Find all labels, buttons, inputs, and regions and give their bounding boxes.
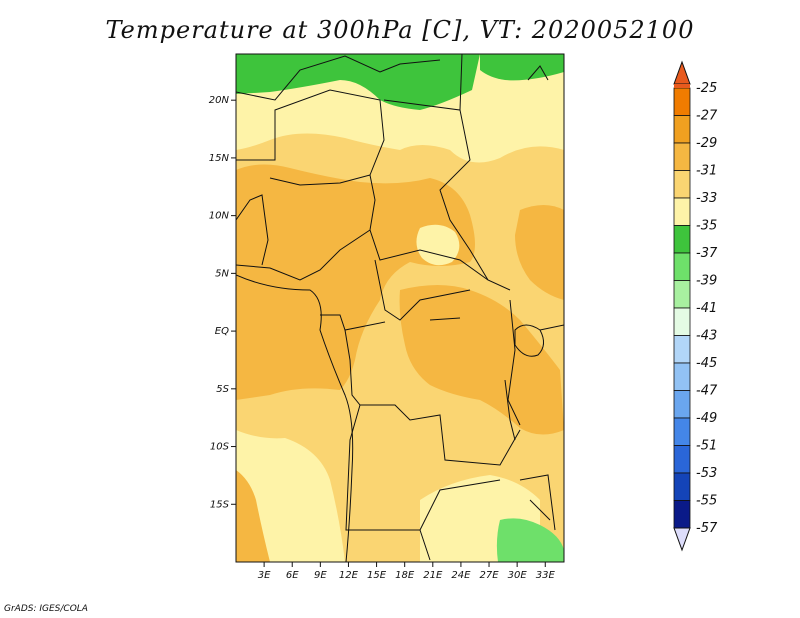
colorbar-swatch [673,500,691,529]
colorbar-swatch [673,87,691,116]
lon-tick-label: 15E [367,570,387,581]
lake-outline [504,379,516,441]
lon-tick-label: 27E [480,570,500,581]
lake-outline [514,324,544,357]
border-line [344,329,521,466]
colorbar-swatch [673,225,691,254]
border-line [507,299,521,426]
colorbar-label: -49 [696,411,717,426]
colorbar-label: -47 [696,384,718,399]
border-line [320,314,386,331]
colorbar-label: -39 [696,274,717,289]
lat-tick-label: 20N [209,95,230,106]
colorbar-swatch [673,280,691,309]
colorbar-label: -41 [696,301,717,316]
border-line [236,194,269,266]
colorbar-label: -55 [696,494,717,509]
colorbar-swatch [673,307,691,336]
colorbar-swatch [673,197,691,226]
country-borders [236,54,564,562]
lon-tick-label: 21E [423,570,443,581]
border-line [236,55,441,101]
colorbar-label: -27 [696,109,718,124]
colorbar-label: -29 [696,136,717,151]
colorbar-connector [674,84,690,88]
lake-outline [527,65,549,81]
lon-tick-label: 18E [395,570,415,581]
field-sw-orange [236,470,270,562]
border-line [519,474,556,531]
longitude-axis: 3E 6E 9E 12E 15E 18E 21E 24E 27E 30E 33E [258,562,556,581]
colorbar: -25 -27 -29 -31 -33 -35 -37 -39 -41 -43 -45 -47 -49 -… [673,60,718,552]
colorbar-swatch [673,335,691,364]
colorbar-label: -53 [696,466,717,481]
lat-tick-label: 10N [209,211,230,222]
grads-credit: GrADS: IGES/COLA [4,604,88,614]
colorbar-swatch [673,142,691,171]
colorbar-swatch [673,445,691,474]
lake-outline [429,317,461,321]
lon-tick-label: 30E [508,570,528,581]
lon-tick-label: 12E [339,570,359,581]
border-line [345,404,431,561]
border-line [539,324,564,331]
border-line [419,479,501,531]
lat-tick-label: 5S [216,384,229,395]
lon-tick-label: 33E [536,570,556,581]
field-south-light [236,430,345,562]
colorbar-swatch [673,115,691,144]
colorbar-label: -37 [696,246,718,261]
plot-title: Temperature at 300hPa [C], VT: 202005210… [105,16,695,44]
lon-tick-label: 6E [286,570,299,581]
lat-tick-label: 5N [215,268,229,279]
colorbar-top-arrow [673,60,691,85]
coastline [236,274,354,562]
colorbar-label: -25 [696,81,717,96]
colorbar-label: -33 [696,191,717,206]
field-east-deep [515,205,564,300]
lat-tick-label: EQ [215,326,229,337]
map-frame [235,53,565,563]
field-se-green [496,518,564,562]
colorbar-label: -45 [696,356,717,371]
latitude-axis: 20N 15N 10N 5N EQ 5S 10S 15S [209,95,236,510]
colorbar-swatch [673,390,691,419]
colorbar-label: -51 [696,439,717,454]
field-center-light [416,224,460,266]
lat-tick-label: 10S [210,442,230,453]
border-line [369,229,489,281]
colorbar-swatch [673,252,691,281]
colorbar-label: -31 [696,164,717,179]
field-central-deep [399,285,564,435]
colorbar-label: -43 [696,329,717,344]
lon-tick-label: 24E [451,570,471,581]
colorbar-swatch [673,170,691,199]
lake-outline [529,499,551,521]
colorbar-swatch [673,362,691,391]
lat-tick-label: 15N [209,153,230,164]
colorbar-swatch [673,417,691,446]
field-west-deep [236,164,475,400]
border-line [374,259,471,321]
temperature-field [236,54,564,562]
lat-tick-label: 15S [210,499,230,510]
colorbar-bottom-arrow [673,527,691,552]
colorbar-label: -57 [696,521,718,536]
lon-tick-label: 3E [258,570,271,581]
colorbar-swatch [673,472,691,501]
lon-tick-label: 9E [314,570,327,581]
field-north-green-east [480,54,564,81]
colorbar-label: -35 [696,219,717,234]
border-line [236,89,385,176]
field-north-green [236,54,480,110]
